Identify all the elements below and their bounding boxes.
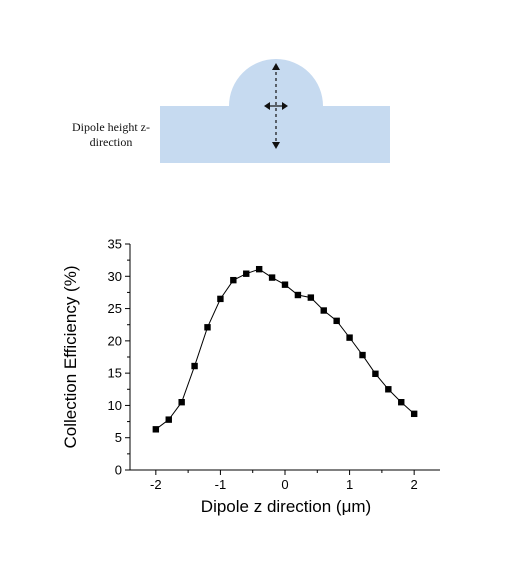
waveguide-body xyxy=(160,59,390,163)
y-axis-label: Collection Efficiency (%) xyxy=(61,266,80,449)
x-tick-label: 1 xyxy=(346,477,353,492)
y-tick-label: 30 xyxy=(108,269,122,284)
y-tick-label: 20 xyxy=(108,333,122,348)
data-point xyxy=(217,295,224,303)
series-line xyxy=(155,268,415,430)
data-point xyxy=(152,426,160,433)
data-point xyxy=(385,386,392,393)
chart: 0 5 10 15 20 25 30 35 -2 -1 0 1 2 Collection Effici… xyxy=(61,237,440,516)
data-point xyxy=(372,370,379,377)
x-tick-label: -2 xyxy=(150,477,162,492)
y-tick-label: 25 xyxy=(108,301,122,316)
plot-data xyxy=(152,265,418,433)
data-point xyxy=(243,270,250,277)
data-point xyxy=(410,410,418,418)
data-point xyxy=(268,274,276,281)
data-point xyxy=(165,416,172,423)
data-point xyxy=(294,291,302,299)
data-point xyxy=(398,399,405,406)
arrowhead-down-icon xyxy=(272,142,280,149)
x-tick-label: -1 xyxy=(215,477,227,492)
x-axis-ticks: -2 -1 0 1 2 xyxy=(150,470,418,492)
data-point xyxy=(178,399,185,406)
data-point xyxy=(230,276,237,284)
y-tick-label: 5 xyxy=(115,430,122,445)
y-tick-label: 10 xyxy=(108,398,122,413)
dipole-diagram xyxy=(160,59,390,163)
data-point xyxy=(204,324,211,331)
data-point xyxy=(346,334,353,341)
arrowhead-up-icon xyxy=(272,63,280,70)
diagram-label: Dipole height z-direction xyxy=(72,120,150,149)
data-point xyxy=(359,351,366,359)
x-tick-label: 0 xyxy=(281,477,288,492)
y-tick-label: 35 xyxy=(108,237,122,252)
data-point xyxy=(191,362,198,370)
x-tick-label: 2 xyxy=(411,477,418,492)
y-tick-label: 0 xyxy=(115,463,122,478)
data-point xyxy=(320,307,327,314)
data-point xyxy=(333,317,340,325)
data-point xyxy=(255,265,263,273)
y-axis-ticks: 0 5 10 15 20 25 30 35 xyxy=(108,237,130,478)
arrowhead-right-icon xyxy=(282,102,288,110)
arrowhead-left-icon xyxy=(264,102,270,110)
y-tick-label: 15 xyxy=(108,366,122,381)
data-point xyxy=(307,294,315,301)
x-axis-label: Dipole z direction (μm) xyxy=(201,497,371,516)
data-point xyxy=(281,281,289,288)
